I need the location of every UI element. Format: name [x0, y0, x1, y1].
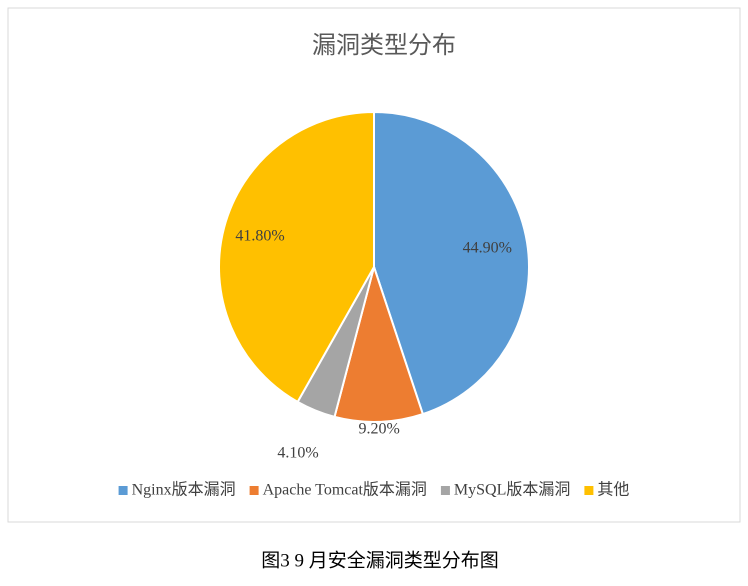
legend-swatch: [440, 486, 450, 495]
data-label: 4.10%: [277, 444, 318, 461]
pie-slice: [373, 110, 530, 416]
data-label: 44.90%: [463, 239, 512, 256]
data-label: 41.80%: [235, 228, 284, 245]
legend-swatch: [118, 486, 128, 495]
legend-swatch: [249, 486, 259, 495]
pie-slice: [333, 263, 425, 423]
pie-slice: [218, 110, 375, 404]
legend-label: Nginx版本漏洞: [132, 481, 236, 499]
chart-title: 漏洞类型分布: [312, 31, 456, 59]
data-label: 9.20%: [358, 420, 399, 437]
caption: 图3 9 月安全漏洞类型分布图: [261, 549, 499, 571]
legend-swatch: [584, 486, 594, 495]
legend-label: MySQL版本漏洞: [454, 481, 570, 499]
legend-label: Apache Tomcat版本漏洞: [263, 481, 427, 499]
legend-label: 其他: [597, 481, 629, 499]
